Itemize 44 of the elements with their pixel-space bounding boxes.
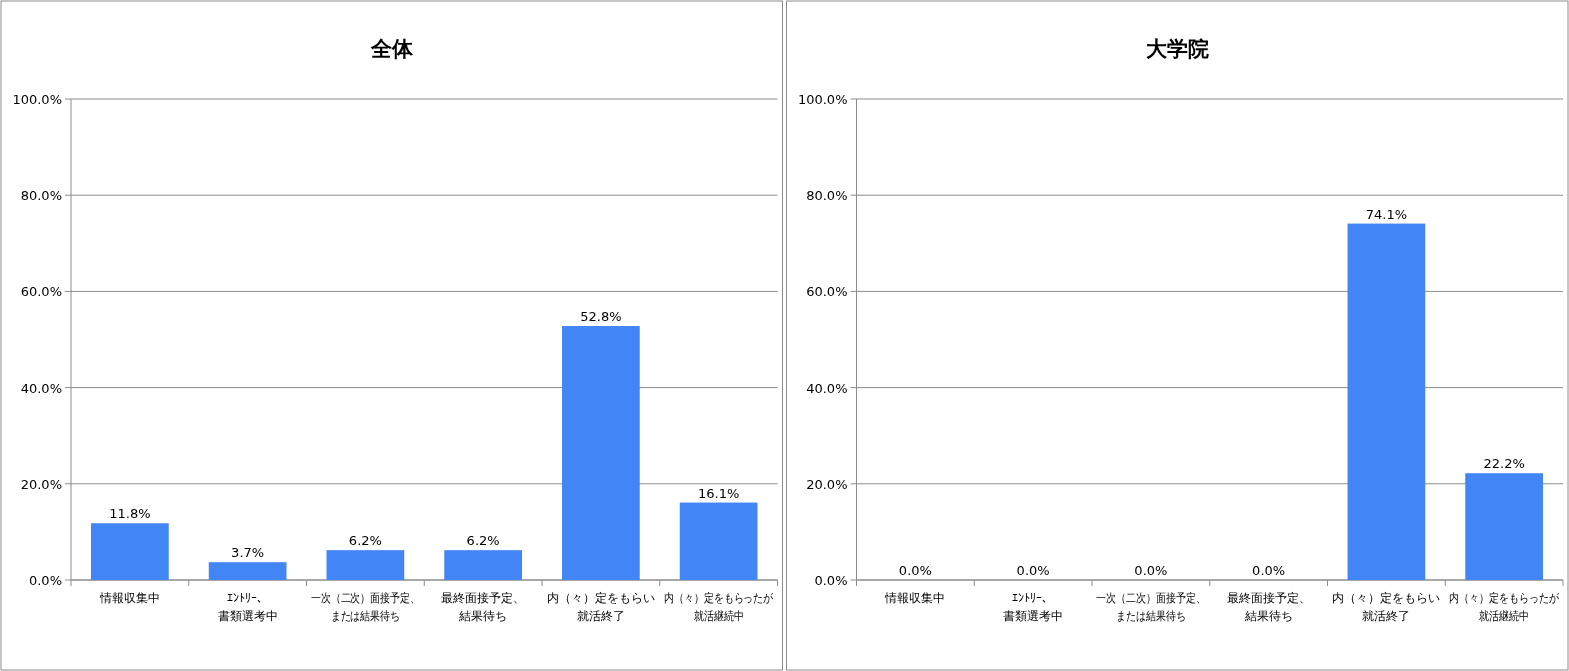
y-tick-label: 0.0% — [814, 573, 848, 588]
y-tick-label: 0.0% — [28, 573, 62, 588]
y-tick-label: 40.0% — [806, 380, 848, 396]
x-tick-label: 内（々）定をもらったが就活継続中 — [1449, 591, 1560, 624]
y-tick-label: 80.0% — [806, 188, 848, 204]
data-label: 0.0% — [1016, 563, 1050, 578]
bar — [562, 326, 640, 580]
data-label: 6.2% — [466, 533, 500, 549]
bar — [91, 523, 169, 580]
y-tick-label: 100.0% — [797, 92, 848, 107]
x-tick-label: 内（々）定をもらったが就活継続中 — [663, 591, 775, 624]
data-label: 0.0% — [1252, 563, 1286, 578]
bar — [326, 550, 405, 580]
y-tick-label: 20.0% — [806, 476, 848, 492]
data-label: 3.7% — [231, 545, 265, 561]
x-tick-label: 内（々）定をもらい就活終了 — [1332, 591, 1441, 623]
x-tick-label: ｴﾝﾄﾘｰ、書類選考中 — [1003, 591, 1064, 623]
x-tick-label: 一次（二次）面接予定、または結果待ち — [310, 591, 421, 624]
y-tick-label: 60.0% — [806, 284, 848, 300]
x-tick-label: 最終面接予定、結果待ち — [1226, 591, 1311, 623]
bar — [208, 562, 287, 580]
y-tick-label: 40.0% — [20, 380, 62, 396]
x-tick-label: 一次（二次）面接予定、または結果待ち — [1096, 591, 1206, 624]
x-tick-label: 情報収集中 — [98, 591, 160, 605]
data-label: 74.1% — [1365, 206, 1408, 222]
chart-title: 全体 — [369, 37, 414, 61]
y-tick-label: 100.0% — [12, 92, 62, 107]
y-tick-label: 60.0% — [20, 284, 62, 300]
data-label: 22.2% — [1483, 456, 1525, 472]
bar — [679, 502, 758, 580]
x-tick-label: ｴﾝﾄﾘｰ、書類選考中 — [217, 591, 278, 623]
bar — [444, 550, 522, 580]
x-tick-label: 最終面接予定、結果待ち — [441, 591, 526, 623]
y-tick-label: 80.0% — [20, 188, 62, 204]
data-label: 0.0% — [898, 563, 932, 578]
data-label: 0.0% — [1134, 563, 1168, 578]
x-tick-label: 情報収集中 — [884, 591, 946, 605]
data-label: 52.8% — [580, 309, 622, 325]
x-tick-label: 内（々）定をもらい就活終了 — [546, 591, 655, 623]
data-label: 16.1% — [697, 485, 740, 501]
data-label: 6.2% — [348, 533, 382, 549]
data-label: 11.8% — [109, 506, 151, 522]
chart-title: 大学院 — [1145, 37, 1209, 61]
y-tick-label: 20.0% — [20, 476, 62, 492]
